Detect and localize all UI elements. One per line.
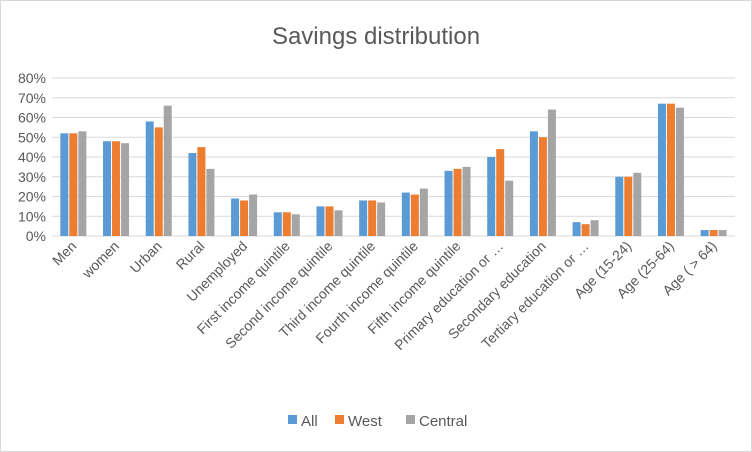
- bar-central-12: [590, 220, 599, 236]
- bar-central-2: [163, 105, 172, 237]
- bar-west-6: [325, 206, 334, 236]
- legend-swatch-all: [288, 415, 297, 424]
- bar-all-13: [615, 176, 624, 236]
- chart-title: Savings distribution: [272, 23, 480, 50]
- bar-central-13: [633, 172, 642, 236]
- bar-all-8: [401, 192, 410, 236]
- bar-west-10: [496, 149, 505, 236]
- x-tick-label: Rural: [173, 238, 208, 273]
- bar-west-9: [453, 168, 462, 236]
- y-tick-label: 0%: [26, 228, 46, 244]
- bar-west-15: [709, 230, 718, 236]
- bar-all-14: [657, 103, 666, 236]
- legend-label-central: Central: [419, 413, 467, 430]
- bar-central-9: [462, 166, 471, 236]
- x-tick-label: Men: [49, 238, 80, 269]
- bar-central-4: [249, 194, 258, 236]
- bar-west-0: [69, 133, 78, 236]
- y-tick-label: 50%: [18, 129, 46, 145]
- y-tick-label: 80%: [18, 70, 46, 86]
- bar-west-13: [624, 176, 633, 236]
- y-tick-label: 70%: [18, 90, 46, 106]
- bar-west-1: [112, 141, 121, 236]
- y-tick-label: 20%: [18, 189, 46, 205]
- bar-central-11: [547, 109, 556, 236]
- bar-central-8: [419, 188, 428, 236]
- bars: [60, 103, 727, 237]
- x-tick-label: women: [78, 238, 122, 282]
- bar-west-7: [368, 200, 377, 236]
- y-tick-label: 60%: [18, 110, 46, 126]
- bar-all-4: [231, 198, 240, 236]
- y-tick-label: 40%: [18, 149, 46, 165]
- bar-all-3: [188, 153, 197, 236]
- bar-all-0: [60, 133, 69, 236]
- legend: All West Central: [288, 413, 467, 430]
- bar-all-10: [487, 157, 496, 236]
- bar-central-1: [121, 143, 130, 236]
- legend-label-west: West: [348, 413, 383, 430]
- bar-central-6: [334, 210, 343, 236]
- bar-all-11: [529, 131, 538, 236]
- bar-all-1: [103, 141, 112, 236]
- legend-label-all: All: [301, 413, 318, 430]
- bar-central-3: [206, 168, 215, 236]
- bar-all-9: [444, 170, 453, 236]
- bar-central-15: [718, 230, 727, 236]
- bar-central-14: [675, 107, 684, 236]
- bar-west-14: [666, 103, 675, 236]
- bar-all-7: [359, 200, 368, 236]
- legend-swatch-west: [335, 415, 344, 424]
- bar-central-7: [377, 202, 386, 236]
- bar-central-5: [291, 214, 300, 236]
- legend-swatch-central: [406, 415, 415, 424]
- bar-central-10: [505, 180, 514, 236]
- bar-all-12: [572, 222, 581, 236]
- bar-all-2: [145, 121, 154, 236]
- gridlines: [52, 77, 735, 237]
- bar-all-15: [700, 230, 709, 236]
- bar-west-5: [282, 212, 291, 236]
- y-tick-label: 10%: [18, 208, 46, 224]
- bar-west-3: [197, 147, 206, 236]
- y-tick-label: 30%: [18, 169, 46, 185]
- bar-central-0: [78, 131, 87, 236]
- bar-west-12: [581, 224, 590, 236]
- y-axis-ticks: 0% 10% 20% 30% 40% 50% 60% 70% 80%: [18, 70, 46, 244]
- bar-all-5: [273, 212, 282, 236]
- bar-west-4: [240, 200, 249, 236]
- bar-all-6: [316, 206, 325, 236]
- bar-west-11: [538, 137, 547, 236]
- bar-west-8: [410, 194, 419, 236]
- bar-west-2: [154, 127, 163, 236]
- x-tick-label: Urban: [127, 238, 165, 276]
